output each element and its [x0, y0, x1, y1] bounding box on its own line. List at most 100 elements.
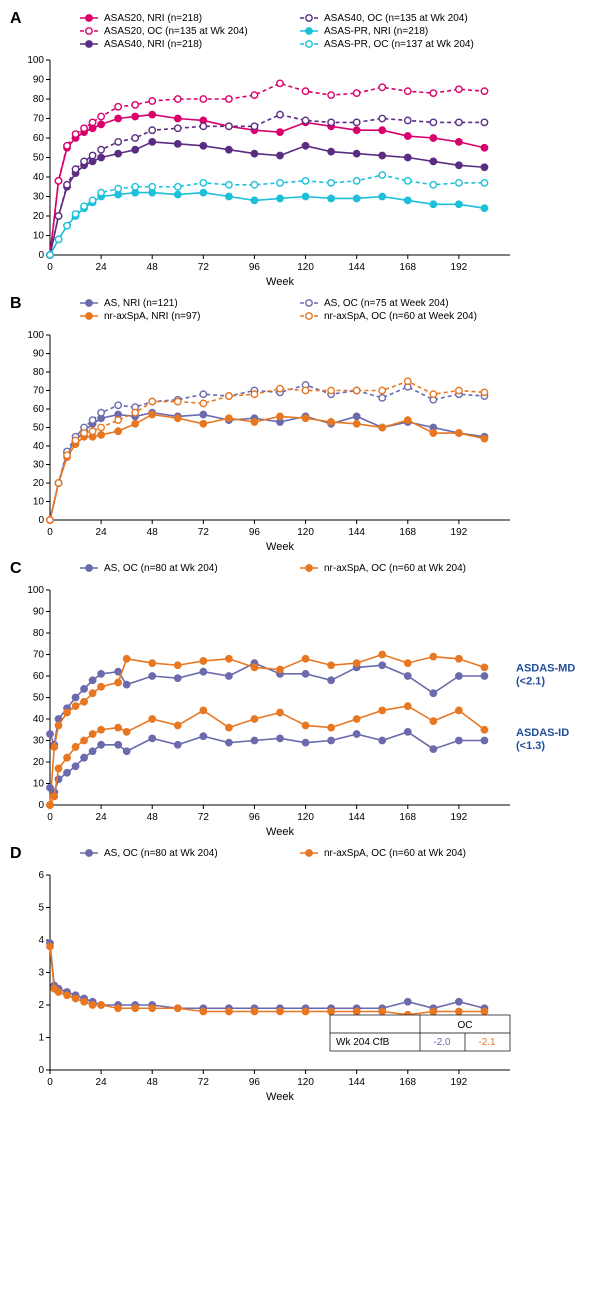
svg-text:24: 24 [96, 527, 108, 538]
svg-text:60: 60 [33, 671, 45, 682]
chart-d: 0123456024487296120144168192WeekAS, OC (… [10, 845, 530, 1105]
svg-text:2: 2 [38, 1000, 44, 1011]
svg-text:0: 0 [38, 250, 44, 261]
svg-text:96: 96 [249, 262, 261, 273]
svg-text:AS, OC (n=80 at Wk 204): AS, OC (n=80 at Wk 204) [104, 848, 218, 859]
svg-text:30: 30 [33, 192, 45, 203]
svg-text:120: 120 [297, 812, 314, 823]
svg-text:80: 80 [33, 94, 45, 105]
svg-text:0: 0 [38, 515, 44, 526]
svg-text:192: 192 [451, 527, 468, 538]
panel-a: A 01020304050607080901000244872961201441… [10, 10, 600, 290]
svg-text:60: 60 [33, 404, 45, 415]
svg-text:nr-axSpA, OC (n=60 at Wk 204): nr-axSpA, OC (n=60 at Wk 204) [324, 848, 466, 859]
svg-text:72: 72 [198, 527, 210, 538]
svg-text:4: 4 [38, 935, 44, 946]
svg-text:Week: Week [266, 276, 294, 288]
svg-text:120: 120 [297, 527, 314, 538]
svg-text:10: 10 [33, 779, 45, 790]
svg-text:5: 5 [38, 903, 44, 914]
svg-text:ASDAS-ID: ASDAS-ID [516, 727, 569, 739]
panel-c-label: C [10, 560, 22, 578]
panel-d-label: D [10, 845, 22, 863]
svg-text:0: 0 [47, 1077, 53, 1088]
svg-text:20: 20 [33, 757, 45, 768]
panel-a-label: A [10, 10, 22, 28]
panel-b: B 0 10 20 30 40 50 60 70 80 90 100 0 24 48 72 96 120 144 1… [10, 295, 600, 555]
svg-text:120: 120 [297, 1077, 314, 1088]
chart-a: 0102030405060708090100024487296120144168… [10, 10, 530, 290]
svg-text:40: 40 [33, 172, 45, 183]
svg-text:168: 168 [399, 812, 416, 823]
svg-text:0: 0 [47, 812, 53, 823]
svg-text:90: 90 [33, 607, 45, 618]
svg-text:3: 3 [38, 968, 44, 979]
svg-text:70: 70 [33, 386, 45, 397]
svg-text:50: 50 [33, 153, 45, 164]
svg-text:192: 192 [451, 1077, 468, 1088]
svg-text:20: 20 [33, 478, 45, 489]
svg-text:10: 10 [33, 497, 45, 508]
panel-d: D 0123456024487296120144168192WeekAS, OC… [10, 845, 600, 1105]
svg-text:72: 72 [198, 812, 210, 823]
svg-text:80: 80 [33, 628, 45, 639]
svg-text:ASAS-PR, OC (n=137 at Wk 204): ASAS-PR, OC (n=137 at Wk 204) [324, 39, 474, 50]
svg-text:40: 40 [33, 714, 45, 725]
svg-text:0: 0 [47, 262, 53, 273]
svg-text:20: 20 [33, 211, 45, 222]
svg-text:168: 168 [399, 262, 416, 273]
chart-c: 0102030405060708090100024487296120144168… [10, 560, 600, 840]
chart-b: 0 10 20 30 40 50 60 70 80 90 100 0 24 48 72 96 120 144 168… [10, 295, 530, 555]
svg-text:1: 1 [38, 1033, 44, 1044]
svg-text:nr-axSpA, NRI (n=97): nr-axSpA, NRI (n=97) [104, 311, 200, 322]
svg-text:0: 0 [38, 800, 44, 811]
svg-text:100: 100 [27, 55, 44, 66]
svg-text:96: 96 [249, 812, 261, 823]
svg-text:72: 72 [198, 262, 210, 273]
svg-text:60: 60 [33, 133, 45, 144]
svg-text:144: 144 [348, 1077, 365, 1088]
svg-text:Week: Week [266, 1091, 294, 1103]
svg-text:-2.1: -2.1 [478, 1037, 496, 1048]
svg-text:48: 48 [147, 527, 159, 538]
svg-text:AS, OC (n=80 at Wk 204): AS, OC (n=80 at Wk 204) [104, 563, 218, 574]
svg-text:Week: Week [266, 826, 294, 838]
panel-b-label: B [10, 295, 22, 313]
svg-text:Wk 204 CfB: Wk 204 CfB [336, 1037, 390, 1048]
svg-text:80: 80 [33, 367, 45, 378]
svg-text:70: 70 [33, 114, 45, 125]
svg-text:AS, OC (n=75 at Week 204): AS, OC (n=75 at Week 204) [324, 298, 449, 309]
svg-text:70: 70 [33, 650, 45, 661]
svg-text:96: 96 [249, 527, 261, 538]
svg-text:ASDAS-MD: ASDAS-MD [516, 663, 575, 675]
svg-text:6: 6 [38, 870, 44, 881]
svg-text:30: 30 [33, 460, 45, 471]
svg-text:ASAS20, NRI (n=218): ASAS20, NRI (n=218) [104, 13, 202, 24]
svg-text:(<1.3): (<1.3) [516, 740, 545, 752]
svg-text:72: 72 [198, 1077, 210, 1088]
svg-text:Week: Week [266, 541, 294, 553]
svg-text:168: 168 [399, 527, 416, 538]
svg-text:24: 24 [96, 262, 108, 273]
svg-text:48: 48 [147, 1077, 159, 1088]
svg-text:48: 48 [147, 812, 159, 823]
svg-text:ASAS40, OC (n=135 at Wk 204): ASAS40, OC (n=135 at Wk 204) [324, 13, 468, 24]
svg-text:48: 48 [147, 262, 159, 273]
svg-text:0: 0 [38, 1065, 44, 1076]
svg-text:90: 90 [33, 349, 45, 360]
svg-text:40: 40 [33, 441, 45, 452]
svg-text:120: 120 [297, 262, 314, 273]
svg-text:96: 96 [249, 1077, 261, 1088]
svg-text:0: 0 [47, 527, 53, 538]
svg-text:ASAS-PR, NRI (n=218): ASAS-PR, NRI (n=218) [324, 26, 428, 37]
svg-text:168: 168 [399, 1077, 416, 1088]
svg-text:50: 50 [33, 423, 45, 434]
svg-text:90: 90 [33, 75, 45, 86]
svg-text:ASAS40, NRI (n=218): ASAS40, NRI (n=218) [104, 39, 202, 50]
svg-text:-2.0: -2.0 [433, 1037, 451, 1048]
svg-text:144: 144 [348, 527, 365, 538]
svg-text:24: 24 [96, 812, 108, 823]
svg-text:144: 144 [348, 812, 365, 823]
svg-text:100: 100 [27, 330, 44, 341]
svg-text:ASAS20, OC (n=135 at Wk 204): ASAS20, OC (n=135 at Wk 204) [104, 26, 248, 37]
